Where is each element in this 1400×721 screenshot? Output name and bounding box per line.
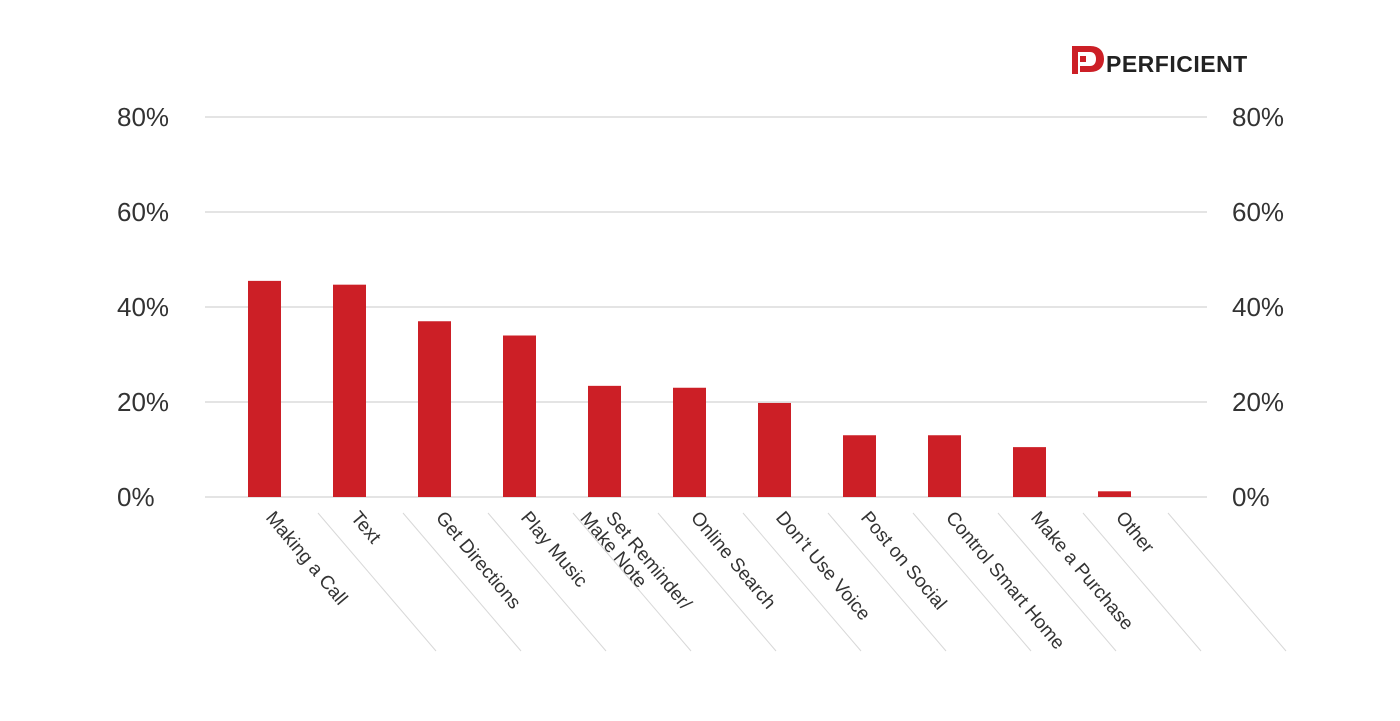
category-separator — [572, 512, 692, 652]
y-tick-label-left: 80% — [117, 102, 169, 132]
bar — [588, 385, 621, 497]
x-tick-label: Get Directions — [431, 508, 524, 614]
y-tick-label-left: 0% — [117, 482, 155, 512]
x-tick-label: Post on Social — [856, 508, 950, 615]
y-tick-label-right: 80% — [1232, 102, 1284, 132]
x-tick-label: Don’t Use Voice — [771, 508, 874, 625]
bar — [758, 402, 791, 497]
x-tick-label: Set Reminder/Make Note — [576, 495, 696, 627]
category-separator — [1167, 512, 1287, 652]
x-tick-label-line: Online Search — [686, 508, 779, 614]
category-separator — [827, 512, 947, 652]
x-tick-label: Other — [1111, 508, 1158, 558]
bar — [673, 387, 706, 497]
category-separator — [317, 512, 437, 652]
perficient-logo: PERFICIENT — [1072, 46, 1248, 77]
y-tick-label-left: 20% — [117, 387, 169, 417]
x-tick-label-line: Other — [1111, 508, 1158, 558]
bar — [248, 280, 281, 497]
x-tick-label-line: Don’t Use Voice — [771, 508, 874, 625]
y-axis-left: 0% 20% 40% 60% 80% — [117, 102, 169, 512]
category-separator — [487, 512, 607, 652]
x-tick-label-line: Get Directions — [431, 508, 524, 614]
y-tick-label-left: 40% — [117, 292, 169, 322]
bar — [928, 435, 961, 497]
y-axis-right: 0% 20% 40% 60% 80% — [1232, 102, 1284, 512]
category-separators — [317, 512, 1287, 652]
x-tick-label: Online Search — [686, 508, 779, 614]
category-separator — [657, 512, 777, 652]
y-tick-label-right: 20% — [1232, 387, 1284, 417]
x-tick-label-line: Text — [346, 508, 385, 549]
x-tick-label: Text — [346, 508, 385, 549]
category-separator — [402, 512, 522, 652]
bar — [333, 284, 366, 497]
bar — [843, 435, 876, 497]
logo-text: PERFICIENT — [1106, 51, 1248, 77]
x-tick-label-line: Post on Social — [856, 508, 950, 615]
bar — [1098, 491, 1131, 497]
bar — [1013, 447, 1046, 497]
y-tick-label-right: 40% — [1232, 292, 1284, 322]
y-tick-label-right: 0% — [1232, 482, 1270, 512]
bars — [248, 280, 1131, 497]
y-tick-label-right: 60% — [1232, 197, 1284, 227]
category-separator — [1082, 512, 1202, 652]
category-separator — [912, 512, 1032, 652]
category-separator — [742, 512, 862, 652]
x-tick-label: Making a Call — [261, 508, 351, 610]
y-tick-label-left: 60% — [117, 197, 169, 227]
category-separator — [997, 512, 1117, 652]
bar — [418, 321, 451, 497]
x-tick-label-line: Making a Call — [261, 508, 351, 610]
perficient-logo-mark-icon — [1072, 46, 1104, 74]
bar — [503, 335, 536, 497]
